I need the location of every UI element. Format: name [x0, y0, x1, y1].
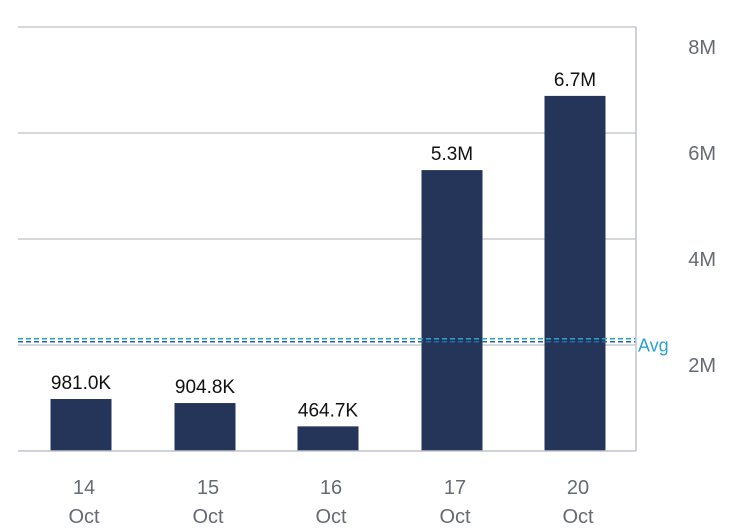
- x-tick-day: 16: [320, 477, 342, 499]
- bar-value-label: 464.7K: [298, 400, 359, 421]
- bars: [50, 95, 606, 452]
- x-tick-month: Oct: [315, 506, 347, 528]
- average-line-group: Avg: [18, 336, 669, 356]
- x-tick-day: 15: [197, 477, 219, 499]
- bar-value-label: 981.0K: [51, 373, 112, 394]
- x-tick-month: Oct: [192, 506, 224, 528]
- bar-value-label: 5.3M: [431, 144, 473, 165]
- gridlines: [18, 26, 636, 346]
- data-labels: 981.0K 904.8K 464.7K 5.3M 6.7M: [51, 70, 596, 421]
- bar: [421, 170, 483, 451]
- axes: [18, 27, 637, 452]
- bar: [544, 95, 606, 452]
- bar: [297, 426, 359, 451]
- y-tick-label: 6M: [688, 143, 716, 165]
- x-tick-month: Oct: [562, 506, 594, 528]
- bar: [50, 399, 112, 451]
- x-tick-day: 14: [73, 477, 95, 499]
- y-tick-label: 4M: [688, 249, 716, 271]
- x-tick-month: Oct: [439, 506, 471, 528]
- bar-value-label: 6.7M: [554, 70, 596, 91]
- bar: [174, 403, 236, 451]
- x-tick-month: Oct: [68, 506, 100, 528]
- bar-value-label: 904.8K: [175, 377, 236, 398]
- x-tick-day: 17: [444, 477, 466, 499]
- y-tick-label: 2M: [688, 355, 716, 377]
- x-tick-day: 20: [567, 477, 589, 499]
- x-tick-labels: 14 Oct 15 Oct 16 Oct 17 Oct 20 Oct: [68, 477, 594, 528]
- y-tick-labels: 2M 4M 6M 8M: [688, 37, 716, 377]
- y-tick-label: 8M: [688, 37, 716, 59]
- average-label: Avg: [638, 336, 669, 356]
